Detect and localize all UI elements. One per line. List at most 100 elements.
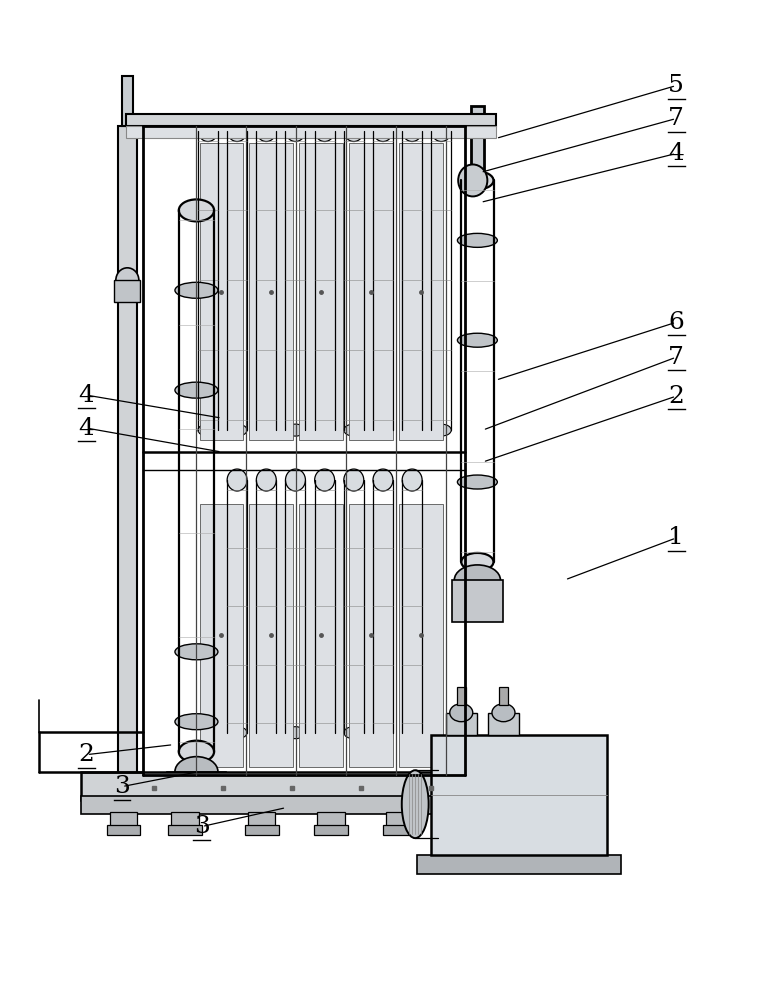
- Text: 5: 5: [668, 74, 684, 97]
- Ellipse shape: [175, 757, 218, 787]
- Ellipse shape: [450, 704, 473, 722]
- Bar: [168, 772, 225, 807]
- Text: 7: 7: [668, 107, 684, 130]
- Bar: [126, 114, 496, 126]
- Ellipse shape: [454, 565, 501, 595]
- Bar: [122, 76, 133, 126]
- Bar: [349, 143, 393, 440]
- Ellipse shape: [401, 770, 428, 838]
- Text: 1: 1: [668, 526, 684, 549]
- Bar: [249, 143, 293, 440]
- Bar: [82, 772, 498, 800]
- Ellipse shape: [285, 727, 305, 739]
- Ellipse shape: [458, 475, 498, 489]
- Bar: [245, 825, 278, 835]
- Ellipse shape: [461, 171, 494, 189]
- Ellipse shape: [227, 120, 247, 141]
- Bar: [248, 812, 275, 828]
- Ellipse shape: [256, 120, 276, 141]
- Ellipse shape: [175, 382, 218, 398]
- Ellipse shape: [344, 469, 364, 491]
- Text: 3: 3: [194, 815, 210, 838]
- Bar: [249, 504, 293, 767]
- Bar: [448, 812, 475, 828]
- Ellipse shape: [461, 553, 494, 571]
- Ellipse shape: [315, 424, 335, 436]
- Bar: [452, 580, 503, 622]
- Ellipse shape: [344, 120, 364, 141]
- Bar: [171, 812, 198, 828]
- Bar: [471, 106, 484, 180]
- Ellipse shape: [116, 268, 139, 293]
- Ellipse shape: [227, 424, 247, 436]
- Bar: [118, 126, 137, 775]
- Text: 3: 3: [114, 775, 130, 798]
- Bar: [126, 126, 496, 138]
- Bar: [299, 504, 343, 767]
- Text: 2: 2: [78, 743, 95, 766]
- Text: 7: 7: [668, 346, 684, 369]
- Text: 4: 4: [668, 142, 684, 165]
- Ellipse shape: [178, 741, 214, 763]
- Ellipse shape: [285, 424, 305, 436]
- Bar: [431, 735, 607, 855]
- Bar: [349, 504, 393, 767]
- Ellipse shape: [402, 469, 422, 491]
- Bar: [199, 504, 243, 767]
- Ellipse shape: [285, 120, 305, 141]
- Bar: [317, 812, 345, 828]
- Text: 4: 4: [78, 384, 95, 407]
- Ellipse shape: [373, 727, 393, 739]
- Text: 6: 6: [668, 311, 684, 334]
- Ellipse shape: [315, 120, 335, 141]
- Ellipse shape: [315, 469, 335, 491]
- Ellipse shape: [344, 727, 364, 739]
- Bar: [82, 796, 498, 814]
- Ellipse shape: [373, 120, 393, 141]
- Ellipse shape: [256, 469, 276, 491]
- Ellipse shape: [227, 727, 247, 739]
- Ellipse shape: [373, 424, 393, 436]
- Bar: [446, 713, 477, 735]
- Ellipse shape: [431, 120, 451, 141]
- Bar: [314, 825, 348, 835]
- Bar: [199, 143, 243, 440]
- Bar: [399, 504, 443, 767]
- Bar: [488, 713, 519, 735]
- Bar: [399, 143, 443, 440]
- Bar: [299, 143, 343, 440]
- Ellipse shape: [402, 120, 422, 141]
- Ellipse shape: [492, 704, 515, 722]
- Ellipse shape: [256, 727, 276, 739]
- Ellipse shape: [175, 282, 218, 298]
- Bar: [417, 855, 621, 874]
- Ellipse shape: [458, 233, 498, 247]
- Bar: [499, 687, 508, 705]
- Ellipse shape: [285, 469, 305, 491]
- Ellipse shape: [402, 424, 422, 436]
- Ellipse shape: [458, 164, 488, 196]
- Ellipse shape: [198, 424, 218, 436]
- Bar: [110, 812, 138, 828]
- Bar: [168, 825, 201, 835]
- Bar: [386, 812, 414, 828]
- Text: 4: 4: [78, 417, 95, 440]
- Ellipse shape: [402, 727, 422, 739]
- Ellipse shape: [175, 644, 218, 660]
- Ellipse shape: [227, 469, 247, 491]
- Ellipse shape: [175, 714, 218, 730]
- Ellipse shape: [373, 469, 393, 491]
- Bar: [115, 280, 141, 302]
- Ellipse shape: [198, 120, 218, 141]
- Bar: [107, 825, 141, 835]
- Bar: [444, 825, 478, 835]
- Bar: [457, 687, 466, 705]
- Ellipse shape: [431, 424, 451, 436]
- Bar: [383, 825, 417, 835]
- Text: 2: 2: [668, 385, 684, 408]
- Ellipse shape: [344, 424, 364, 436]
- Ellipse shape: [178, 199, 214, 221]
- Ellipse shape: [315, 727, 335, 739]
- Ellipse shape: [458, 333, 498, 347]
- Ellipse shape: [256, 424, 276, 436]
